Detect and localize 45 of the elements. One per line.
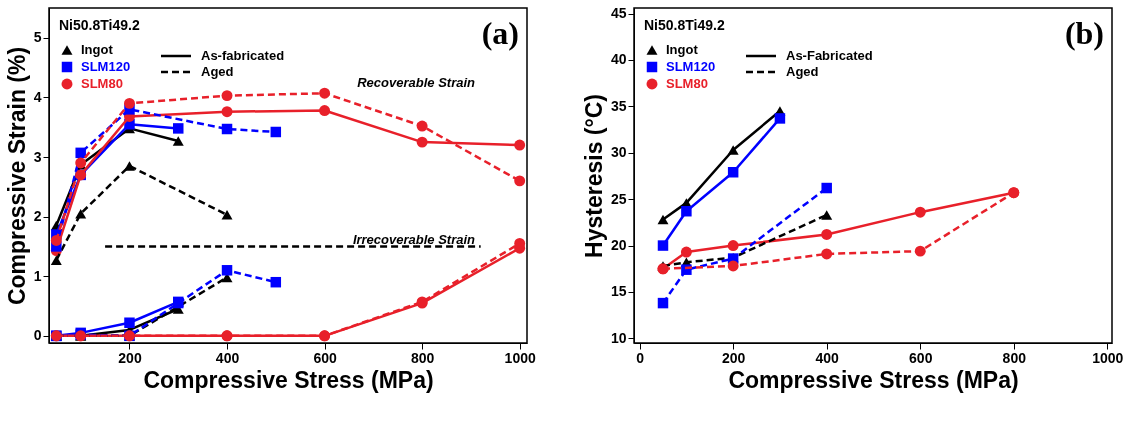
x-tick-label: 1000 [1092, 349, 1124, 366]
y-tick-label: 25 [610, 190, 627, 207]
x-tick-label: 600 [909, 349, 933, 366]
annotation: As-fabricated [201, 48, 285, 63]
chart-title: (a) [481, 15, 519, 51]
y-tick-label: 5 [33, 29, 42, 46]
y-tick-label: 45 [610, 5, 627, 22]
y-tick-label: 4 [33, 88, 42, 105]
text: Ni50.8Ti49.2 [59, 17, 140, 33]
y-tick-label: 30 [610, 144, 627, 161]
y-tick-label: 0 [33, 327, 42, 344]
y-axis-title: Compressive Strain (%) [3, 46, 30, 306]
annotation: Irrecoverable Strain [352, 232, 476, 247]
x-tick-label: 1000 [504, 349, 536, 366]
y-tick-label: 20 [610, 237, 627, 254]
x-tick-label: 800 [410, 349, 435, 366]
y-tick-label: 35 [610, 97, 627, 114]
x-axis-title: Compressive Stress (MPa) [728, 366, 1019, 393]
x-tick-label: 400 [815, 349, 840, 366]
annotation: Aged [201, 64, 234, 79]
y-tick-label: 10 [610, 329, 627, 346]
x-tick-label: 200 [118, 349, 142, 366]
x-tick-label: 200 [721, 349, 746, 366]
x-tick-label: 400 [215, 349, 240, 366]
x-tick-label: 600 [313, 349, 337, 366]
legend-label: SLM80 [666, 76, 708, 91]
y-tick-label: 2 [33, 208, 42, 225]
x-tick-label: 800 [1002, 349, 1027, 366]
annotation: Aged [786, 64, 819, 79]
legend-label: Ingot [81, 42, 114, 57]
y-axis-title: Hysteresis (°C) [580, 94, 607, 258]
y-tick-label: 1 [33, 267, 42, 284]
legend-label: Ingot [666, 42, 699, 57]
text: Ni50.8Ti49.2 [644, 17, 725, 33]
annotation: As-Fabricated [786, 48, 873, 63]
legend-label: SLM80 [81, 76, 123, 91]
legend-label: SLM120 [666, 59, 716, 74]
annotation: Recoverable Strain [357, 75, 476, 90]
y-tick-label: 15 [610, 283, 627, 300]
y-tick-label: 40 [610, 51, 627, 68]
x-axis-title: Compressive Stress (MPa) [143, 366, 434, 393]
chart-title: (b) [1064, 15, 1104, 51]
legend-label: SLM120 [81, 59, 131, 74]
y-tick-label: 3 [33, 148, 42, 165]
x-tick-label: 0 [636, 349, 645, 366]
